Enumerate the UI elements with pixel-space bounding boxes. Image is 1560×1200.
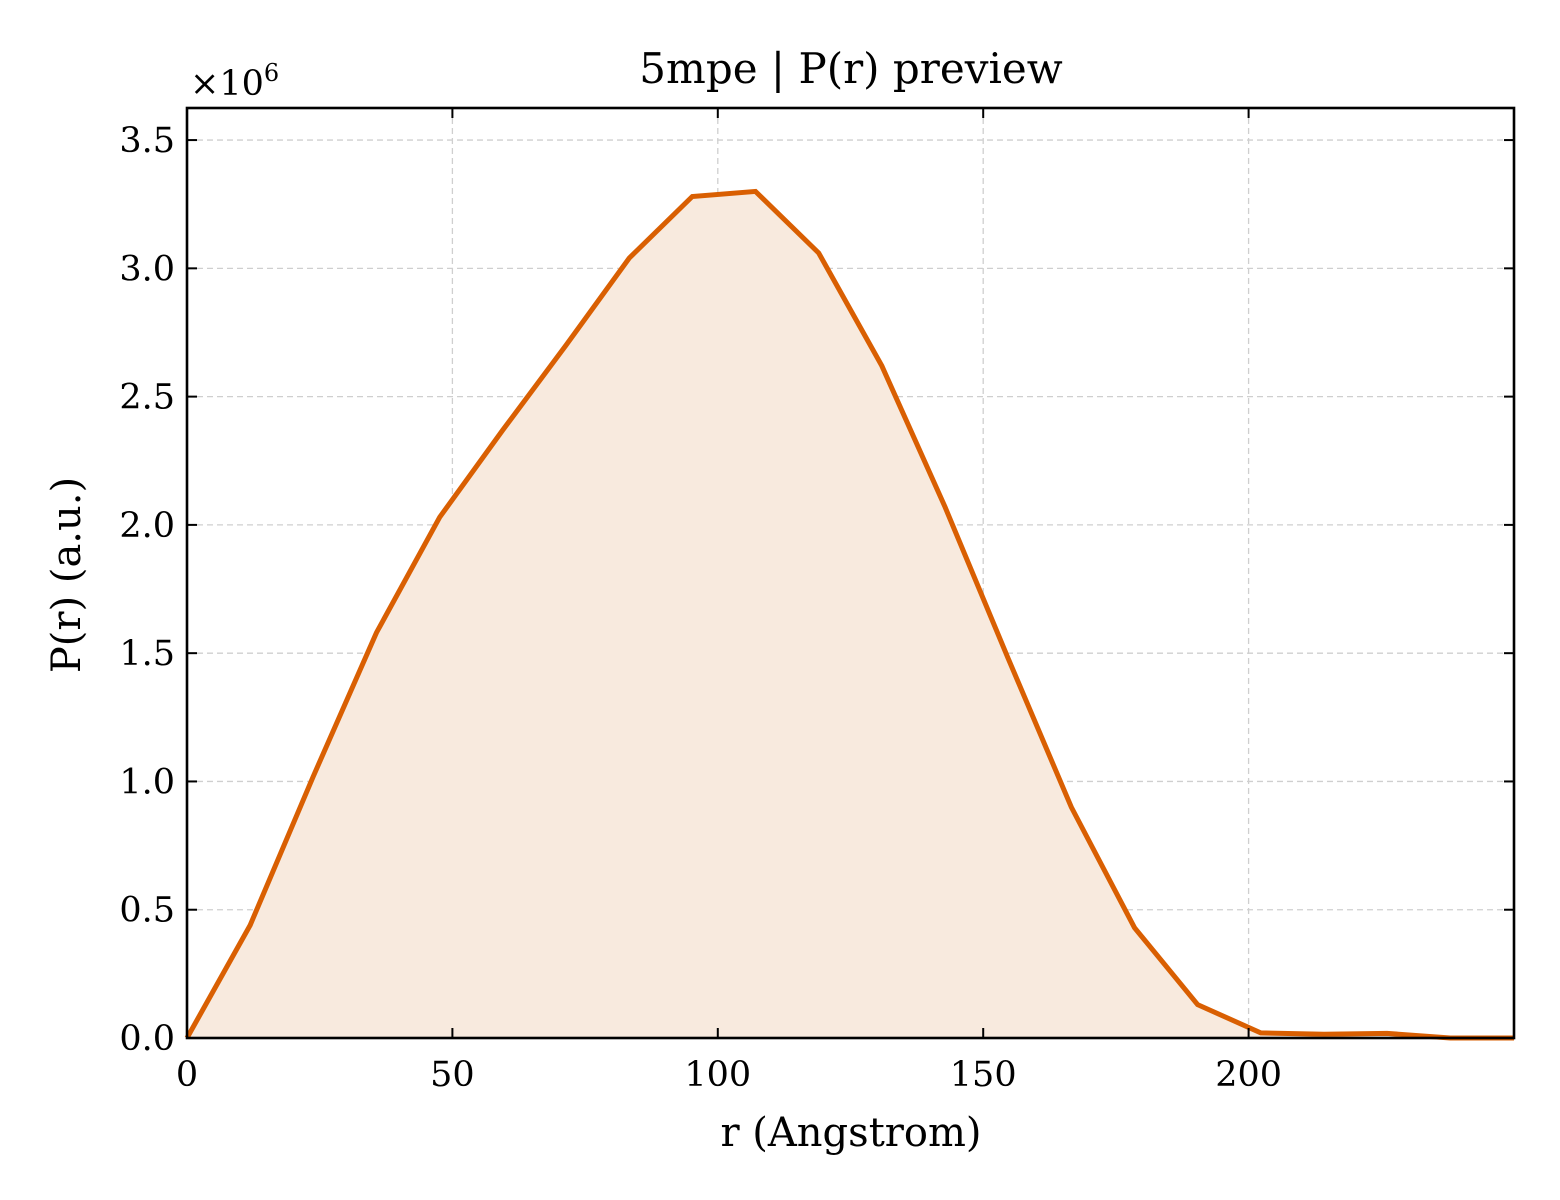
x-tick-label: 200 xyxy=(1215,1055,1282,1095)
y-scale-prefix: ×10 xyxy=(190,64,264,104)
x-tick-label: 150 xyxy=(950,1055,1017,1095)
series-line xyxy=(184,188,1514,1041)
y-tick-label: 3.5 xyxy=(119,121,175,161)
y-axis-scale-factor: ×106 xyxy=(190,59,279,104)
y-axis-label: P(r) (a.u.) xyxy=(44,477,90,673)
y-axis-ticks: 0.0 0.5 1.0 1.5 2.0 2.5 3.0 3.5 xyxy=(119,121,1514,1059)
area-fill xyxy=(187,191,1514,1038)
y-tick-label: 0.0 xyxy=(119,1019,175,1059)
y-scale-exponent: 6 xyxy=(264,59,279,87)
plot-frame xyxy=(185,106,1516,1040)
x-tick-label: 0 xyxy=(176,1055,198,1095)
y-tick-label: 2.0 xyxy=(119,506,175,546)
y-tick-label: 1.5 xyxy=(119,634,175,674)
x-axis-ticks: 0 50 100 150 200 xyxy=(176,108,1282,1095)
x-tick-label: 50 xyxy=(430,1055,475,1095)
y-tick-label: 2.5 xyxy=(119,378,175,418)
chart-title: 5mpe | P(r) preview xyxy=(639,44,1062,93)
y-tick-label: 0.5 xyxy=(119,891,175,931)
y-tick-label: 3.0 xyxy=(119,249,175,289)
x-tick-label: 100 xyxy=(684,1055,751,1095)
y-tick-label: 1.0 xyxy=(119,762,175,802)
x-axis-label: r (Angstrom) xyxy=(720,1110,981,1156)
